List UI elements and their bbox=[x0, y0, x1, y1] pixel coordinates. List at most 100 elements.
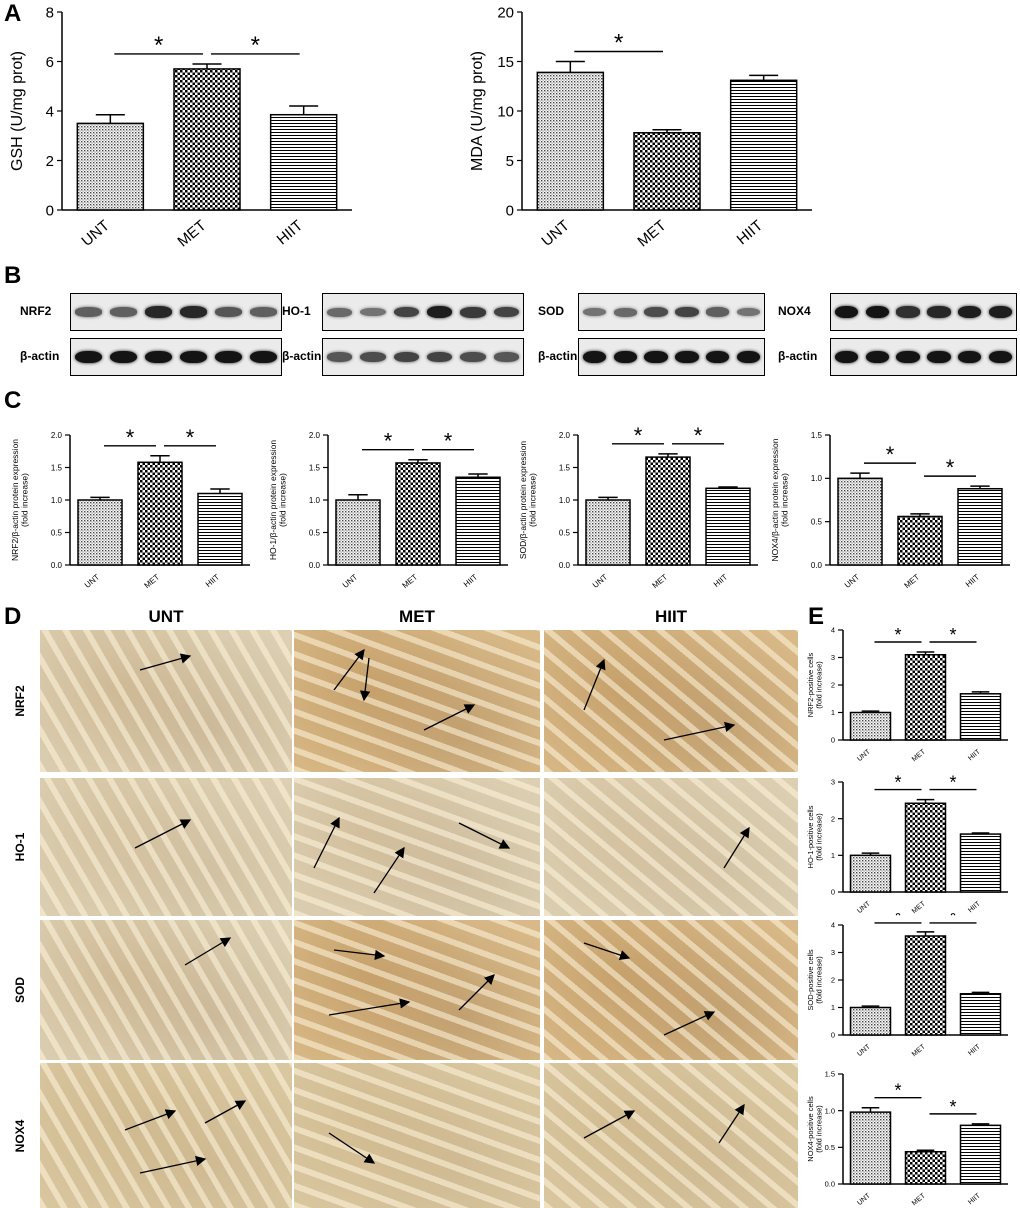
ho1-western-quant-chart: 0.0 0.5 1.0 1.5 2.0 HO-1/β-actin protein expr… bbox=[268, 429, 508, 590]
arrow-overlay bbox=[328, 949, 495, 1016]
arrow-icon bbox=[583, 942, 631, 961]
blot-band bbox=[180, 350, 207, 364]
blot-band bbox=[393, 306, 419, 318]
y-tick-label: 3 bbox=[831, 948, 835, 957]
bar-unt bbox=[536, 71, 605, 211]
x-tick-label: MET bbox=[911, 1043, 927, 1058]
ihc-row-label: HO-1 bbox=[13, 832, 27, 862]
blot-band bbox=[582, 350, 607, 364]
arrow-overlay bbox=[134, 819, 192, 849]
y-tick-label: 0.5 bbox=[811, 517, 823, 526]
blot-band bbox=[393, 351, 419, 363]
y-tick-label: 1.0 bbox=[811, 474, 823, 483]
blot-strip-target bbox=[70, 293, 282, 331]
y-axis-label: SOD-positive cells bbox=[806, 949, 815, 1011]
blot-band bbox=[360, 351, 386, 363]
y-tick-label: 4 bbox=[831, 921, 835, 930]
y-axis-label: NOX4/β-actin protein expression bbox=[770, 438, 780, 561]
y-tick-label: 6 bbox=[46, 54, 54, 71]
bar-unt bbox=[849, 854, 892, 893]
ihc-micrograph-sod-unt bbox=[40, 920, 292, 1060]
x-tick-label: UNT bbox=[591, 572, 609, 590]
arrow-overlay bbox=[313, 816, 511, 894]
y-axis-label: NRF2-positive cells bbox=[806, 652, 815, 717]
panel-letter-e: E bbox=[808, 603, 825, 630]
bar-hiit bbox=[729, 79, 798, 211]
arrow-icon bbox=[139, 653, 192, 671]
ihc-micrograph-ho-1-hiit bbox=[544, 778, 798, 916]
blot-band bbox=[988, 305, 1013, 319]
bar-hiit bbox=[705, 487, 751, 566]
y-axis-label: NRF2/β-actin protein expression bbox=[10, 439, 20, 561]
y-tick-label: 2 bbox=[831, 681, 835, 690]
x-tick-label: MET bbox=[911, 748, 927, 763]
arrow-icon bbox=[124, 1109, 177, 1131]
arrow-overlay bbox=[583, 658, 736, 741]
bar-hiit bbox=[959, 833, 1002, 893]
blot-strip-control bbox=[322, 338, 524, 376]
x-tick-label: UNT bbox=[341, 572, 359, 590]
arrow-overlay bbox=[333, 648, 476, 731]
significance-star: * bbox=[946, 455, 955, 480]
panel-letter-a: A bbox=[4, 0, 22, 27]
blot-band bbox=[360, 307, 386, 317]
y-axis-label: NOX4-positive cells bbox=[806, 1096, 815, 1162]
x-tick-label: HIIT bbox=[964, 572, 981, 589]
bar-hiit bbox=[269, 113, 338, 211]
blot-band bbox=[834, 350, 859, 364]
y-tick-label: 20 bbox=[497, 4, 514, 21]
panel-letter-d: D bbox=[4, 603, 22, 630]
x-tick-label: HIIT bbox=[967, 748, 982, 762]
arrow-icon bbox=[663, 721, 736, 741]
blot-band bbox=[180, 306, 207, 318]
significance-star: * bbox=[694, 423, 703, 448]
x-tick-label: UNT bbox=[78, 217, 113, 250]
significance-star: * bbox=[444, 429, 453, 454]
x-tick-label: HIIT bbox=[734, 217, 767, 248]
y-tick-label: 0.5 bbox=[559, 528, 571, 537]
x-tick-label: HIIT bbox=[967, 1043, 982, 1057]
blot-band bbox=[834, 305, 859, 319]
bar-met bbox=[137, 461, 183, 566]
y-tick-label: 0 bbox=[46, 202, 54, 219]
nox4-western-quant-chart: 0.0 0.5 1.0 1.5 NOX4/β-actin protein express… bbox=[770, 431, 1010, 590]
ihc-micrograph-sod-met bbox=[294, 920, 540, 1060]
significance-star: * bbox=[894, 913, 901, 926]
y-tick-label: 2.0 bbox=[309, 431, 321, 440]
blot-label: β-actin bbox=[282, 349, 322, 363]
blot-band bbox=[460, 306, 486, 318]
y-axis-label: MDA (U/mg prot) bbox=[469, 51, 486, 171]
x-tick-label: MET bbox=[401, 572, 420, 590]
arrow-icon bbox=[134, 819, 192, 849]
y-tick-label: 8 bbox=[46, 4, 54, 21]
blot-label: NRF2 bbox=[20, 304, 52, 318]
blot-band bbox=[736, 350, 761, 364]
bar-unt bbox=[849, 1111, 892, 1185]
y-tick-label: 4 bbox=[831, 626, 835, 635]
x-tick-label: MET bbox=[634, 217, 669, 250]
y-tick-label: 0 bbox=[831, 736, 835, 745]
x-tick-label: MET bbox=[143, 572, 162, 590]
ihc-micrograph-sod-hiit bbox=[544, 920, 798, 1060]
x-tick-label: MET bbox=[651, 572, 670, 590]
blot-band bbox=[865, 350, 889, 364]
x-tick-label: UNT bbox=[83, 572, 101, 590]
bar-unt bbox=[849, 1006, 892, 1036]
nrf2-western-quant-chart: 0.0 0.5 1.0 1.5 2.0 NRF2/β-actin protein expr… bbox=[10, 425, 250, 590]
ihc-row-label: SOD bbox=[13, 977, 27, 1004]
y-tick-label: 5 bbox=[506, 153, 514, 170]
y-axis-label-unit: (fold increase) bbox=[815, 956, 824, 1004]
y-tick-label: 2 bbox=[831, 976, 835, 985]
blot-strip-target bbox=[830, 293, 1017, 331]
bar-met bbox=[897, 515, 943, 566]
arrow-icon bbox=[458, 974, 495, 1011]
x-tick-label: MET bbox=[174, 217, 209, 250]
y-tick-label: 1.5 bbox=[559, 463, 571, 472]
blot-band bbox=[927, 350, 951, 364]
significance-star: * bbox=[894, 625, 901, 645]
y-tick-label: 15 bbox=[497, 54, 514, 71]
y-tick-label: 1 bbox=[831, 851, 835, 860]
blot-band bbox=[493, 352, 519, 362]
y-tick-label: 0 bbox=[831, 888, 835, 897]
arrow-icon bbox=[583, 658, 606, 711]
